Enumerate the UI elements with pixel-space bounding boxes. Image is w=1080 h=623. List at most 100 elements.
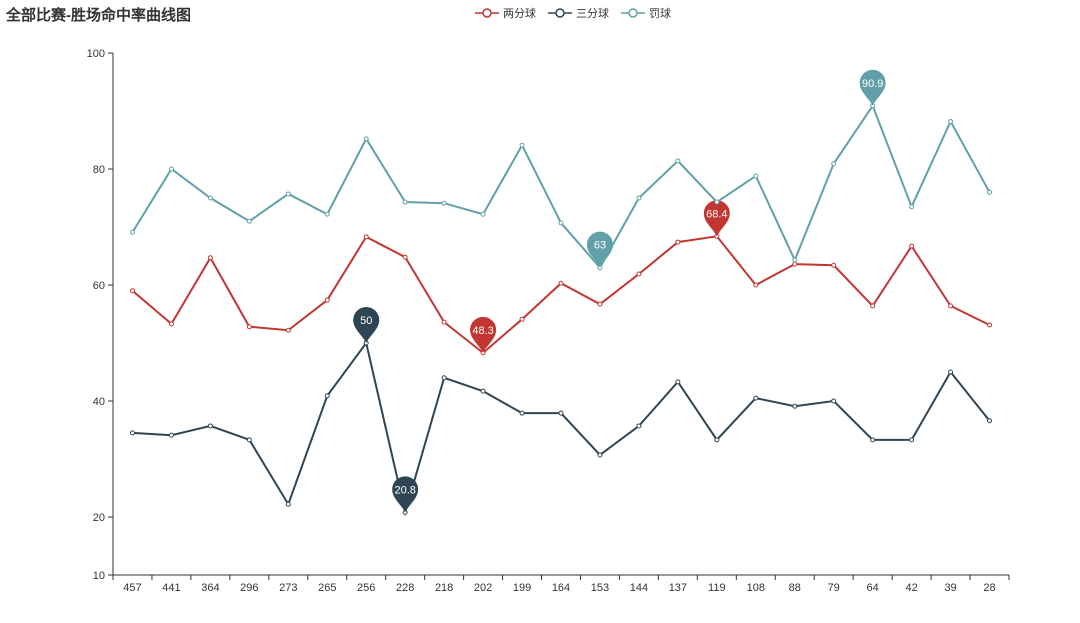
marker-pin: 68.4 — [703, 200, 730, 237]
series-line — [131, 235, 990, 355]
marker-pin: 20.8 — [392, 476, 419, 513]
data-point — [909, 204, 915, 210]
pin-shape — [392, 476, 419, 513]
series-2: 90.9 63 — [129, 69, 993, 271]
data-point — [129, 288, 135, 294]
y-tick-label: 10 — [93, 570, 105, 582]
series-line — [132, 340, 991, 517]
marker-pin: 90.9 — [859, 69, 886, 106]
data-point — [987, 189, 993, 195]
data-point — [714, 437, 720, 443]
x-tick-label: 164 — [552, 582, 570, 594]
series-0: 68.4 48.3 — [129, 200, 993, 356]
pin-shape — [586, 231, 613, 268]
y-tick-label: 80 — [93, 164, 105, 176]
x-tick-label: 88 — [789, 582, 801, 594]
data-point — [363, 234, 369, 240]
x-tick-label: 364 — [201, 582, 219, 594]
series-1: 50 20.8 — [129, 307, 993, 517]
data-point — [246, 324, 252, 330]
marker-label: 48.3 — [472, 325, 493, 337]
x-tick-label: 64 — [867, 582, 879, 594]
data-point — [558, 410, 564, 416]
data-point — [792, 257, 798, 263]
data-point — [168, 321, 174, 327]
data-point — [324, 211, 330, 217]
data-point — [636, 423, 642, 429]
data-point — [402, 254, 408, 260]
legend-line-circle-icon — [548, 8, 572, 18]
x-tick-label: 256 — [357, 582, 375, 594]
data-point — [831, 398, 837, 404]
x-tick-label: 441 — [162, 582, 180, 594]
data-point — [168, 432, 174, 438]
data-point — [636, 195, 642, 201]
x-tick-label: 79 — [828, 582, 840, 594]
x-tick-label: 273 — [279, 582, 297, 594]
x-tick-label: 202 — [474, 582, 492, 594]
data-point — [441, 375, 447, 381]
x-tick-label: 228 — [396, 582, 414, 594]
data-point — [246, 437, 252, 443]
x-tick-label: 108 — [747, 582, 765, 594]
legend-label: 罚球 — [649, 8, 671, 20]
data-point — [753, 173, 759, 179]
marker-label: 68.4 — [706, 208, 727, 220]
data-point — [987, 322, 993, 328]
x-tick-label: 42 — [905, 582, 917, 594]
legend-item[interactable]: 两分球 — [475, 5, 536, 21]
data-point — [909, 243, 915, 249]
x-tick-label: 137 — [669, 582, 687, 594]
data-point — [792, 403, 798, 409]
marker-pin: 48.3 — [470, 316, 497, 353]
data-point — [792, 261, 798, 267]
data-point — [558, 220, 564, 226]
data-point — [753, 282, 759, 288]
x-tick-label: 144 — [630, 582, 648, 594]
legend-line-circle-icon — [475, 8, 499, 18]
data-point — [324, 393, 330, 399]
data-point — [870, 303, 876, 309]
marker-pin: 63 — [586, 231, 613, 268]
series-line — [131, 103, 991, 270]
chart-title: 全部比赛-胜场命中率曲线图 — [6, 7, 191, 24]
data-point — [909, 437, 915, 443]
legend-line-circle-icon — [621, 8, 645, 18]
data-point — [246, 218, 252, 224]
data-point — [519, 410, 525, 416]
data-point — [675, 158, 681, 164]
legend-item[interactable]: 三分球 — [548, 5, 609, 21]
x-tick-label: 218 — [435, 582, 453, 594]
x-tick-label: 296 — [240, 582, 258, 594]
data-point — [831, 262, 837, 268]
data-point — [948, 303, 954, 309]
data-point — [753, 395, 759, 401]
data-point — [480, 211, 486, 217]
x-tick-label: 39 — [944, 582, 956, 594]
data-point — [636, 271, 642, 277]
x-tick-label: 457 — [123, 582, 141, 594]
data-point — [129, 430, 135, 436]
data-point — [558, 280, 564, 286]
marker-label: 20.8 — [394, 484, 415, 496]
data-point — [948, 369, 954, 375]
data-point — [207, 423, 213, 429]
data-point — [129, 229, 135, 235]
data-point — [831, 161, 837, 167]
x-tick-label: 153 — [591, 582, 609, 594]
legend: 两分球 三分球 罚球 — [475, 5, 671, 21]
pin-shape — [859, 69, 886, 106]
data-point — [870, 437, 876, 443]
data-point — [987, 418, 993, 424]
pin-shape — [353, 307, 380, 343]
y-tick-label: 100 — [87, 48, 105, 60]
data-point — [948, 118, 954, 124]
marker-label: 63 — [594, 240, 606, 252]
marker-label: 90.9 — [862, 78, 883, 90]
legend-item[interactable]: 罚球 — [621, 5, 671, 21]
data-point — [597, 452, 603, 458]
data-point — [675, 379, 681, 385]
legend-label: 两分球 — [503, 8, 536, 20]
